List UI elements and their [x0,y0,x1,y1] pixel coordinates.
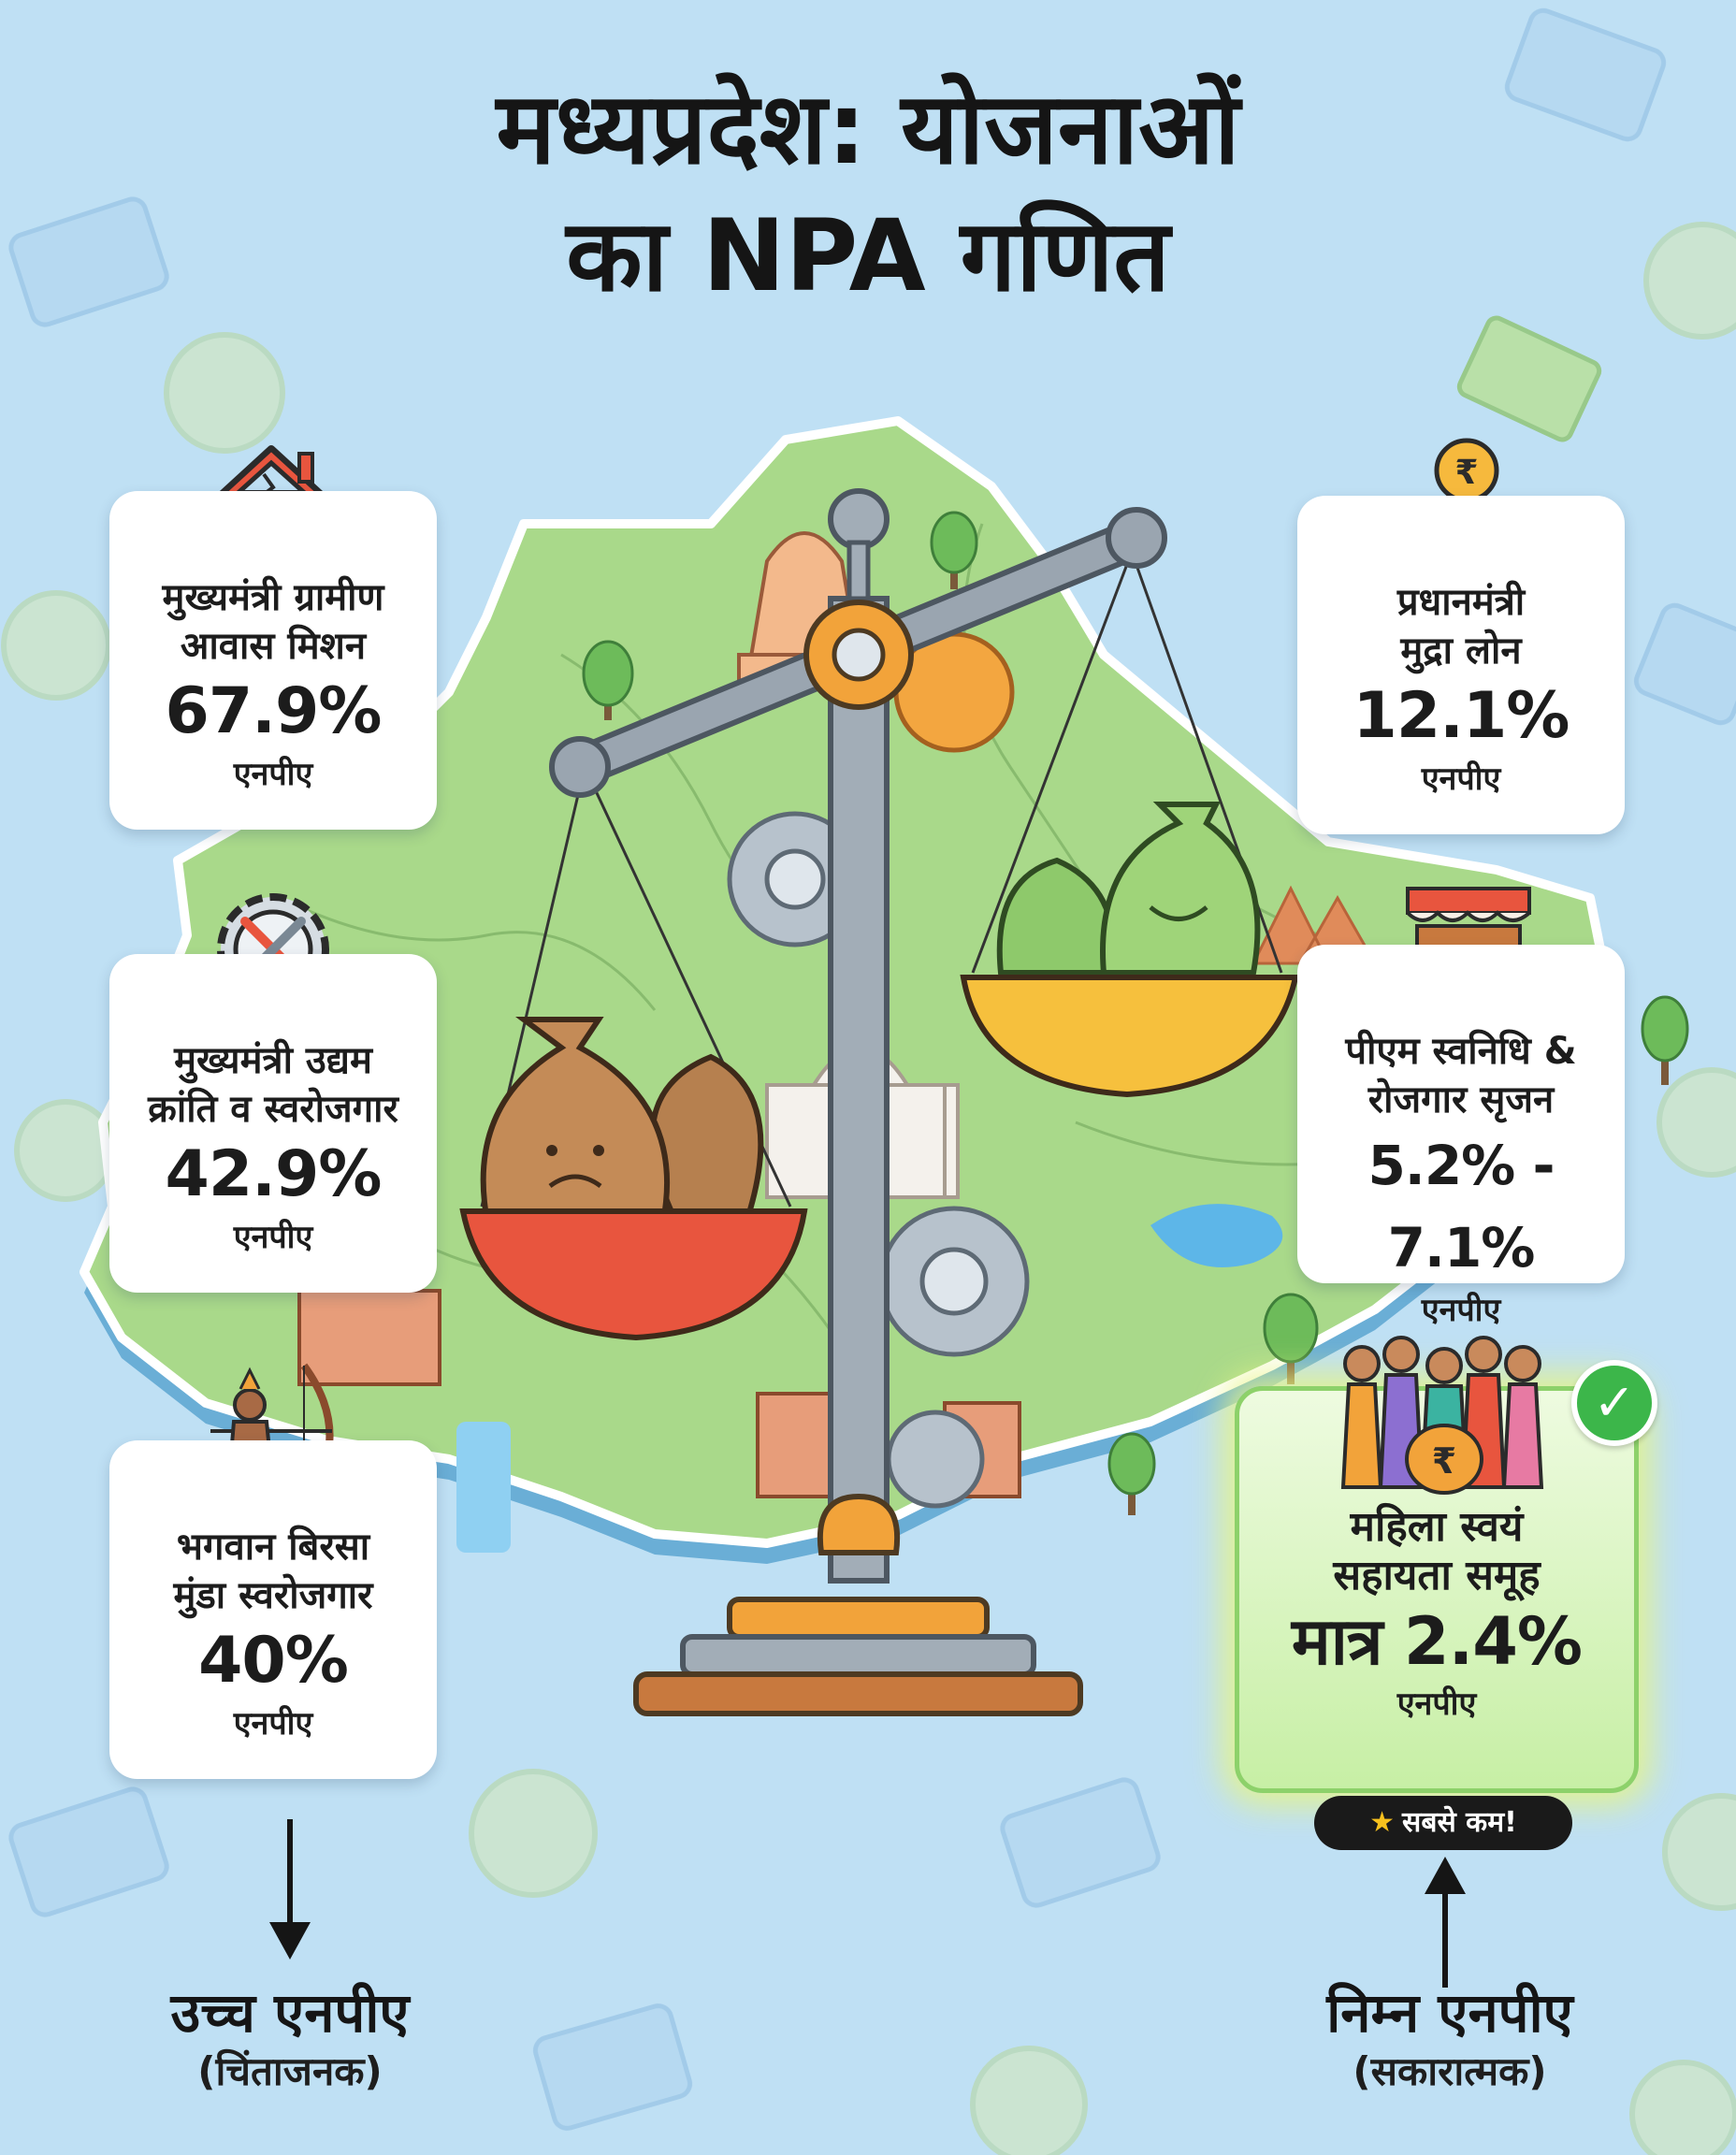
title-line-2: का NPA गणित [566,198,1170,313]
npa-value: 67.9% [165,674,383,748]
lowest-badge: ★ सबसे कम! [1314,1796,1572,1850]
gear-icon [727,811,1030,1509]
card-name-line-1: भगवान बिरसा [176,1526,370,1569]
card-name-line-1: मुख्यमंत्री ग्रामीण [162,576,384,619]
card-name-line-2: सहायता समूह [1333,1552,1541,1599]
npa-value: 40% [198,1624,349,1698]
card-name-line-2: क्रांति व स्वरोजगार [148,1088,398,1131]
card-name-line-1: प्रधानमंत्री [1396,581,1526,624]
npa-unit: एनपीए [233,1705,313,1743]
left-pan [459,1208,808,1341]
card-gramin-awas: मुख्यमंत्री ग्रामीण आवास मिशन 67.9% एनपी… [109,491,437,830]
title-line-1: मध्यप्रदेश: योजनाओं [496,71,1240,186]
card-name-line-1: पीएम स्वनिधि & [1345,1030,1577,1073]
card-name-line-2: मुंडा स्वरोजगार [173,1574,373,1617]
npa-unit: एनपीए [233,756,313,793]
legend-high-title: उच्च एनपीए [170,1981,410,2045]
svg-text:₹: ₹ [1454,454,1478,492]
legend-high-sub: (चिंताजनक) [197,2048,383,2094]
star-icon: ★ [1369,1806,1396,1839]
npa-value: मात्र 2.4% [1291,1603,1583,1680]
check-icon: ✓ [1571,1360,1657,1446]
banknote-icon [1456,315,1602,442]
badge-label: सबसे कम! [1402,1806,1517,1839]
card-svanidhi: पीएम स्वनिधि & रोजगार सृजन 5.2% - 7.1% ए… [1297,945,1625,1329]
money-bag-sad-icon [480,1017,764,1219]
up-arrow-icon [1425,1857,1466,1988]
coin-icon [1,222,1736,2155]
down-arrow-icon [269,1819,311,1960]
card-udyam-kranti: मुख्यमंत्री उद्यम क्रांति व स्वरोजगार 42… [109,954,437,1293]
card-name-line-1: मुख्यमंत्री उद्यम [174,1039,372,1082]
women-group-icon: ₹ [1340,1336,1544,1495]
npa-unit: एनपीए [1421,760,1501,798]
card-name-line-2: रोजगार सृजन [1367,1078,1555,1121]
npa-unit: एनपीए [233,1219,313,1256]
card-mudra-loan: प्रधानमंत्री मुद्रा लोन 12.1% एनपीए [1297,496,1625,834]
card-name-line-2: आवास मिशन [180,625,367,668]
right-pan [960,975,1299,1098]
legend-low-sub: (सकारात्मक) [1353,2048,1547,2094]
npa-value: 12.1% [1353,679,1570,753]
legend-low-title: निम्न एनपीए [1326,1981,1573,2045]
card-birsa-munda: भगवान बिरसा मुंडा स्वरोजगार 40% एनपीए [109,1440,437,1779]
card-name-line-1: महिला स्वयं [1350,1503,1524,1551]
credit-card-icon [8,7,1736,2131]
money-bag-happy-icon [996,802,1261,976]
npa-unit: एनपीए [1396,1685,1477,1723]
card-name-line-2: मुद्रा लोन [1400,629,1522,673]
npa-unit: एनपीए [1421,1292,1501,1329]
waterfall [456,1422,511,1553]
svg-text:₹: ₹ [1432,1440,1456,1482]
balance-scale [459,488,1299,1716]
npa-value: 5.2% - 7.1% [1367,1134,1555,1280]
page-title: मध्यप्रदेश: योजनाओं का NPA गणित [0,65,1736,320]
npa-value: 42.9% [165,1137,383,1211]
tree-icon [582,511,1689,1515]
lake [1150,1204,1283,1267]
